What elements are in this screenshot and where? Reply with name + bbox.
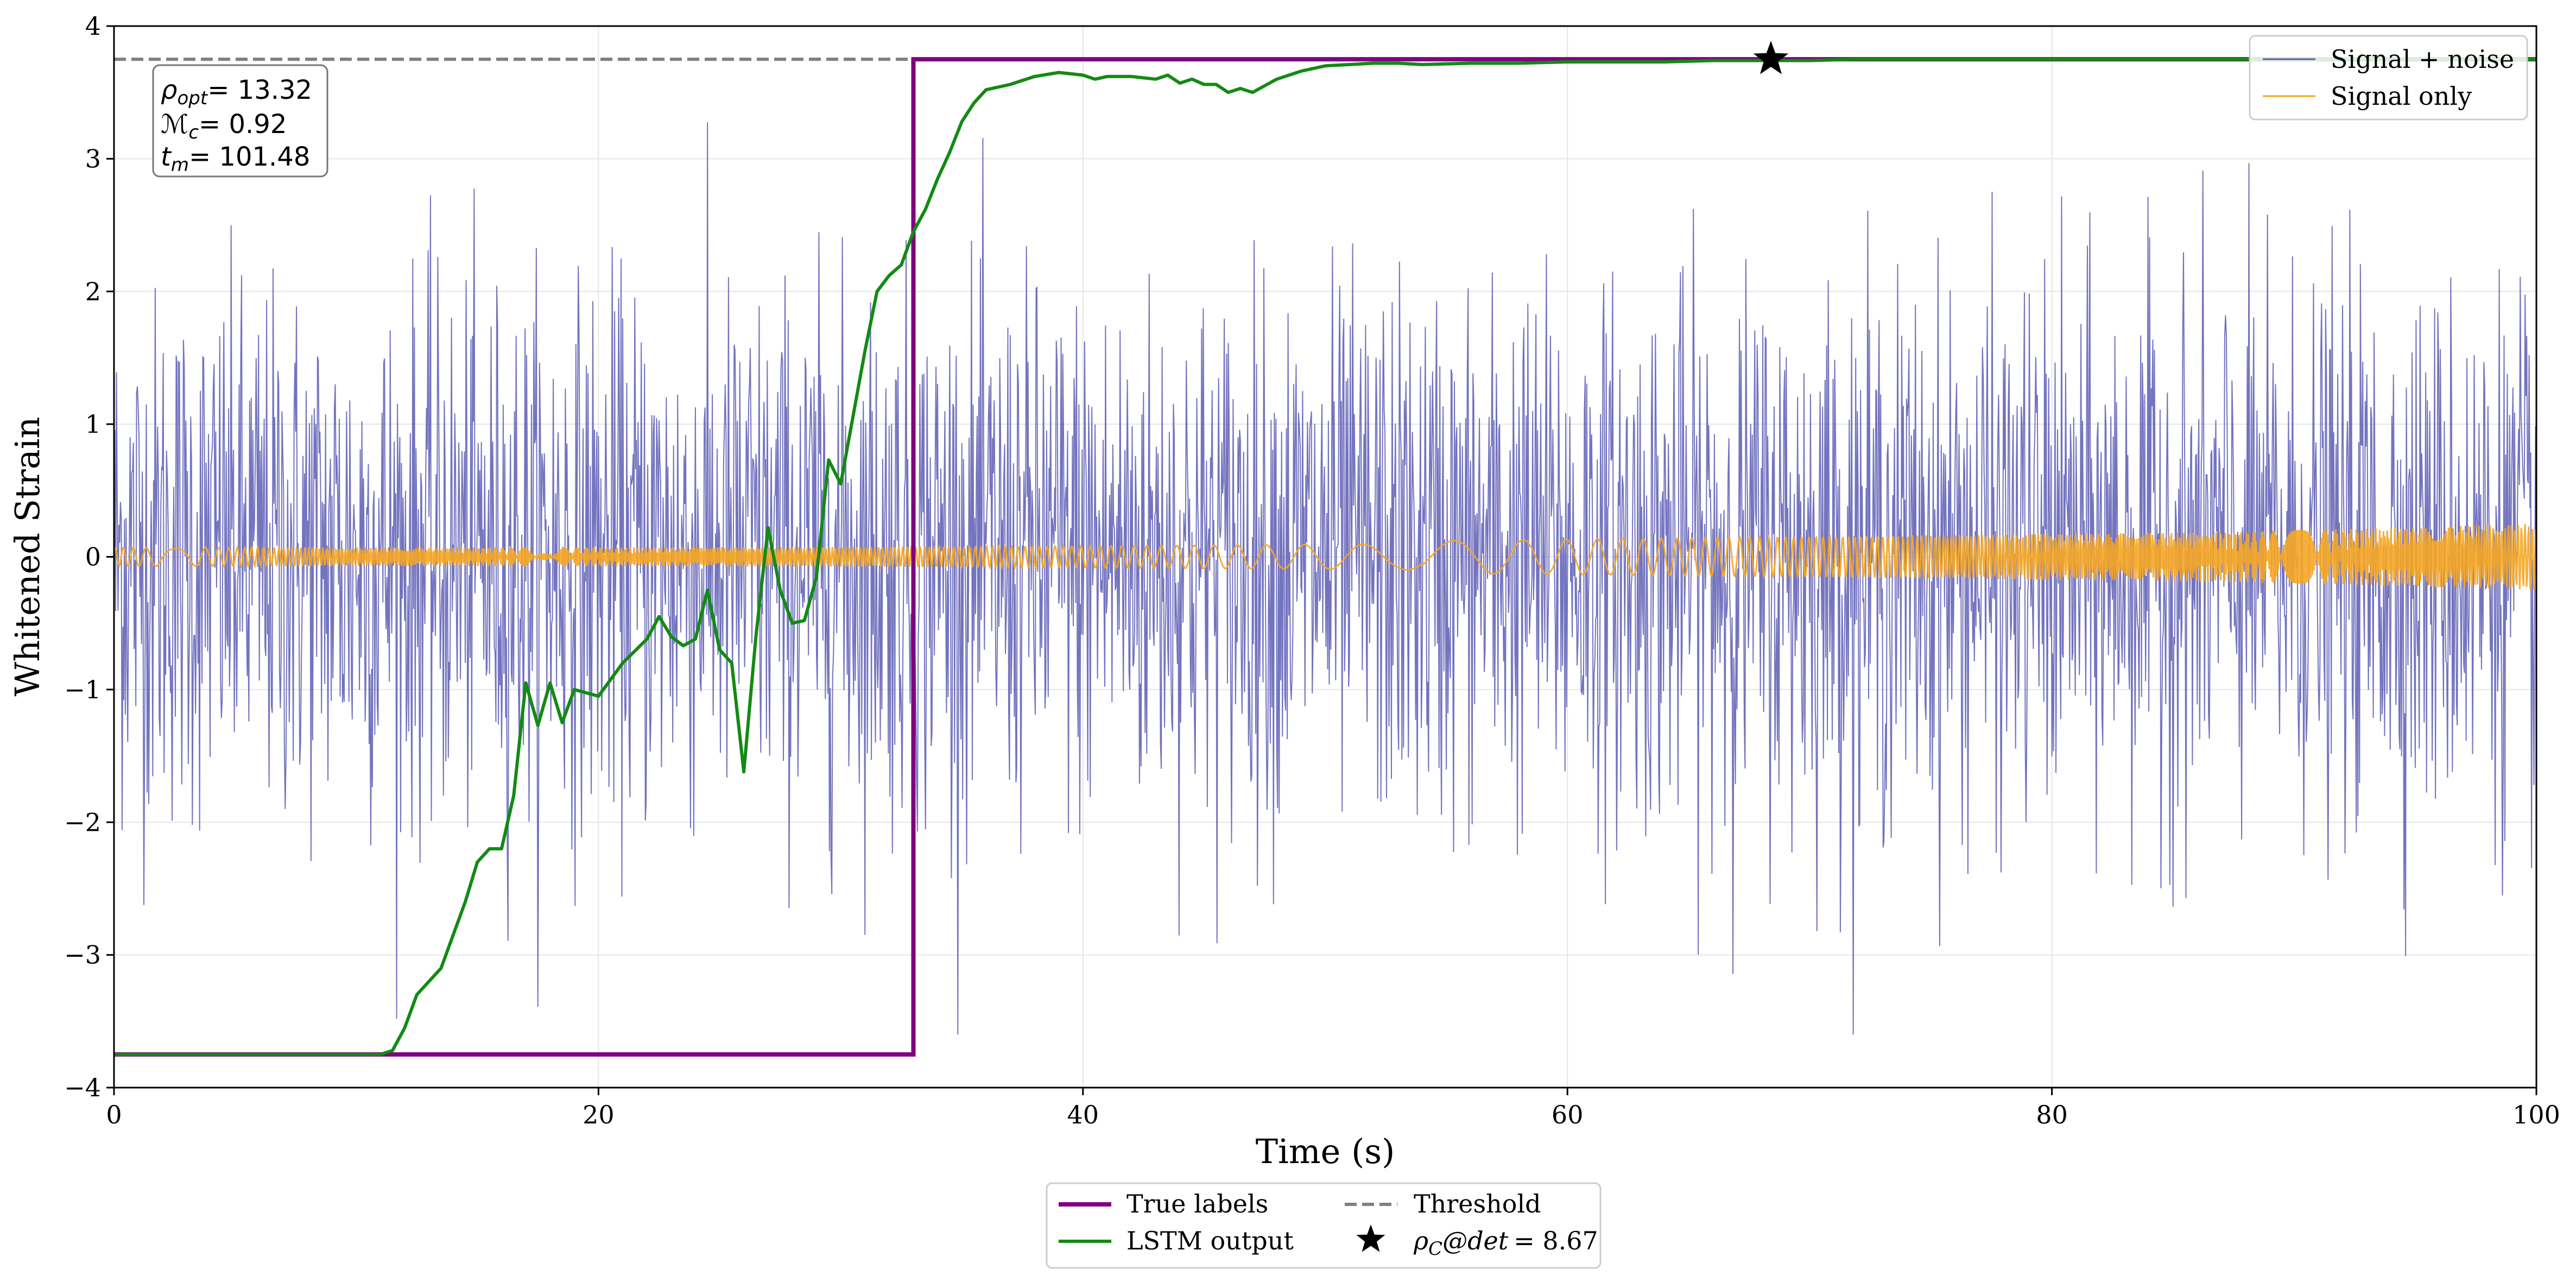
legend-detection-star-icon bbox=[1356, 1224, 1385, 1252]
annotation-rho-symbol: ρ bbox=[161, 75, 177, 105]
x-tick-label: 20 bbox=[583, 1100, 615, 1129]
y-axis-label: Whitened Strain bbox=[8, 417, 47, 697]
annotation-mc-value: = 0.92 bbox=[199, 109, 287, 140]
x-axis-label: Time (s) bbox=[1256, 1132, 1395, 1171]
y-tick-label: −3 bbox=[64, 940, 101, 970]
x-tick-label: 0 bbox=[106, 1100, 122, 1129]
x-tick-label: 40 bbox=[1067, 1100, 1099, 1129]
legend-detection-sub: C bbox=[1428, 1238, 1442, 1260]
lstm-output-line bbox=[114, 58, 2536, 1056]
annotation-tm-value: = 101.48 bbox=[189, 142, 310, 172]
y-tick-label: 4 bbox=[85, 11, 101, 41]
legend-upper-frame bbox=[2249, 35, 2528, 121]
x-tick-label: 80 bbox=[2036, 1100, 2068, 1129]
legend-lower: True labels Threshold LSTM output ρC@det… bbox=[1046, 1182, 1602, 1269]
y-tick-label: −4 bbox=[64, 1073, 101, 1102]
legend-detection-value: = 8.67 bbox=[1514, 1226, 1598, 1255]
y-tick-label: 3 bbox=[85, 144, 101, 173]
annotation-rho-value: = 13.32 bbox=[207, 75, 312, 105]
annotation-rho-sub: opt bbox=[177, 87, 208, 109]
legend-lstm-label: LSTM output bbox=[1126, 1226, 1294, 1255]
legend-signal-only-label: Signal only bbox=[2331, 81, 2472, 111]
annotation-box-frame bbox=[152, 64, 328, 178]
x-tick-label: 60 bbox=[1552, 1100, 1584, 1129]
axis-ticks: 0 20 40 60 80 100 −4 −3 −2 −1 0 1 2 3 4 bbox=[64, 11, 2560, 1129]
annotation-box: ρopt= 13.32 ℳc= 0.92 tm= 101.48 bbox=[152, 64, 328, 178]
legend-detection-suffix: @det bbox=[1442, 1226, 1509, 1255]
signal-only-line bbox=[113, 524, 2537, 590]
legend-upper: Signal + noise Signal only bbox=[2249, 35, 2528, 121]
plot-series bbox=[113, 41, 2537, 1057]
y-tick-label: 0 bbox=[85, 542, 101, 572]
legend-true-labels-label: True labels bbox=[1126, 1189, 1268, 1218]
legend-signal-noise-label: Signal + noise bbox=[2331, 45, 2514, 74]
legend-detection-label: ρC@det = 8.67 bbox=[1413, 1226, 1598, 1260]
annotation-merger-time: tm= 101.48 bbox=[161, 142, 310, 176]
annotation-mc-sub: c bbox=[188, 122, 199, 143]
y-tick-label: 2 bbox=[85, 277, 101, 306]
x-tick-label: 100 bbox=[2512, 1100, 2560, 1129]
annotation-tm-symbol: t bbox=[161, 142, 172, 172]
annotation-rho-opt: ρopt= 13.32 bbox=[161, 75, 312, 109]
y-tick-label: 1 bbox=[85, 409, 101, 439]
legend-detection-symbol: ρ bbox=[1413, 1226, 1428, 1255]
y-tick-label: −2 bbox=[64, 807, 101, 837]
annotation-tm-sub: m bbox=[171, 154, 189, 176]
detection-star-marker bbox=[1753, 41, 1789, 74]
legend-threshold-label: Threshold bbox=[1414, 1189, 1541, 1218]
annotation-chirp-mass: ℳc= 0.92 bbox=[161, 109, 287, 143]
legend-lower-frame bbox=[1046, 1182, 1602, 1269]
annotation-mc-symbol: ℳ bbox=[161, 109, 188, 140]
y-tick-label: −1 bbox=[64, 675, 101, 704]
